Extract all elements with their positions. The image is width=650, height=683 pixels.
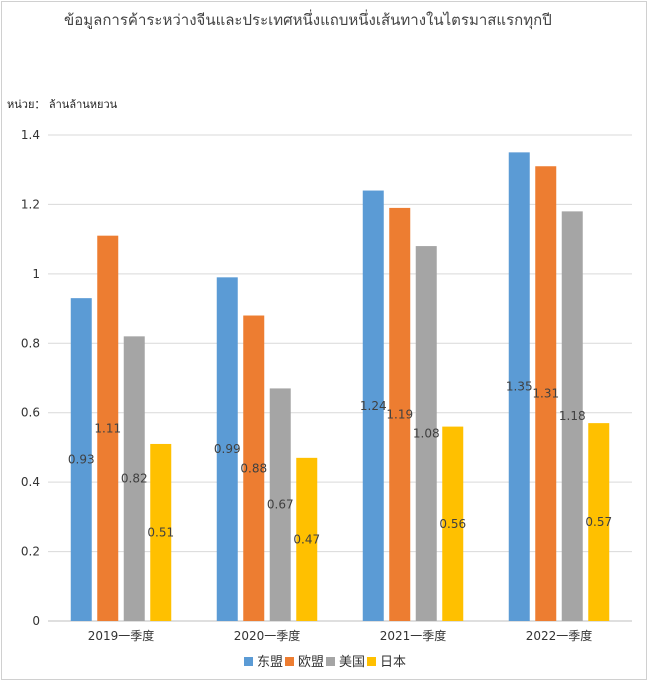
data-label: 0.57 [585, 515, 612, 529]
data-label: 0.82 [121, 472, 148, 486]
bar [123, 336, 145, 621]
chart-legend: 东盟 欧盟 美国 日本 [0, 651, 650, 670]
x-category-label: 2019一季度 [88, 628, 155, 643]
data-label: 1.18 [559, 409, 586, 423]
legend-item: 日本 [367, 651, 406, 670]
y-tick-label: 0.4 [21, 475, 40, 489]
bar [561, 211, 583, 621]
bar [243, 315, 265, 621]
legend-item: 美国 [326, 651, 365, 670]
legend-swatch [284, 657, 294, 666]
legend-swatch [243, 657, 253, 666]
y-tick-label: 1 [32, 267, 40, 281]
legend-label: 美国 [339, 655, 366, 670]
y-tick-label: 0 [32, 614, 40, 628]
bar [508, 152, 530, 621]
y-tick-label: 0.6 [21, 406, 40, 420]
y-tick-label: 0.8 [21, 336, 40, 350]
x-category-label: 2022一季度 [526, 628, 593, 643]
x-category-label: 2021一季度 [380, 628, 447, 643]
bar [216, 277, 238, 621]
bar [588, 423, 610, 621]
data-label: 0.56 [439, 517, 466, 531]
x-category-label: 2020一季度 [234, 628, 301, 643]
data-label: 0.88 [240, 461, 267, 475]
legend-swatch [367, 657, 377, 666]
chart-title: ข้อมูลการค้าระหว่างจีนและประเทศหนึ่งแถบห… [64, 11, 552, 29]
bar [442, 426, 464, 621]
data-label: 0.47 [293, 532, 320, 546]
data-label: 0.99 [214, 442, 241, 456]
legend-item: 欧盟 [284, 651, 324, 670]
bar [150, 443, 172, 621]
unit-label: หน่วย： ล้านล้านหยวน [7, 98, 118, 111]
legend-item: 东盟 [243, 651, 283, 670]
bar [97, 235, 119, 621]
y-tick-label: 0.2 [21, 545, 40, 559]
legend-label: 日本 [380, 655, 407, 670]
legend-swatch [326, 657, 335, 666]
data-label: 1.35 [506, 380, 533, 394]
data-label: 0.67 [267, 498, 294, 512]
bar [415, 246, 437, 622]
y-tick-label: 1.2 [21, 197, 40, 211]
bar [535, 166, 557, 621]
bar [362, 190, 384, 622]
data-label: 1.08 [413, 427, 440, 441]
y-tick-label: 1.4 [21, 128, 40, 142]
data-label: 1.31 [532, 387, 559, 401]
data-label: 1.19 [386, 407, 413, 421]
data-label: 1.11 [94, 421, 121, 435]
legend-label: 东盟 [256, 655, 283, 670]
bar [269, 388, 291, 621]
data-label: 0.93 [68, 453, 95, 467]
legend-label: 欧盟 [297, 655, 324, 670]
data-label: 0.51 [147, 525, 174, 539]
bar [389, 207, 411, 621]
bar [296, 457, 318, 621]
data-label: 1.24 [360, 399, 387, 413]
bar [70, 298, 92, 621]
